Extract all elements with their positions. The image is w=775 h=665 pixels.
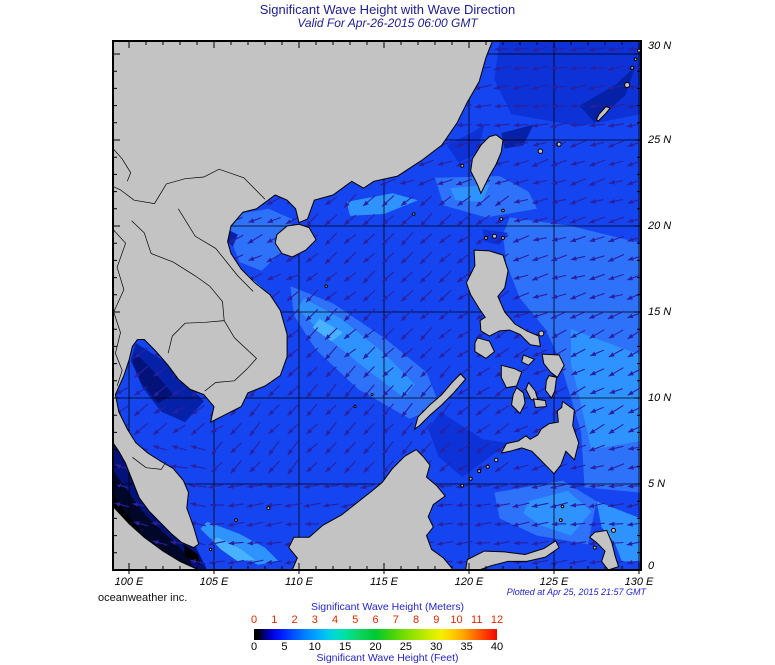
meters-tick-label: 3	[311, 614, 318, 626]
lat-tick-label: 25 N	[648, 134, 672, 146]
lon-tick-label: 105 E	[199, 576, 229, 588]
feet-tick-label: 25	[399, 641, 412, 653]
lon-tick-label: 115 E	[370, 576, 398, 588]
feet-tick-label: 15	[339, 641, 352, 653]
land-layer	[113, 41, 641, 570]
meters-tick-label: 9	[433, 614, 440, 626]
map-title: Significant Wave Height with Wave Direct…	[259, 2, 516, 17]
colorbar-title-meters: Significant Wave Height (Meters)	[310, 601, 465, 613]
meters-tick-label: 12	[490, 614, 504, 626]
lat-tick-label: 10 N	[648, 392, 672, 404]
feet-tick-label: 0	[250, 641, 258, 653]
feet-tick-label: 40	[490, 641, 504, 653]
meters-tick-label: 11	[471, 614, 483, 626]
meters-tick-label: 10	[450, 614, 463, 626]
colorbar-title-feet: Significant Wave Height (Feet)	[316, 652, 459, 664]
feet-tick-label: 5	[281, 641, 288, 653]
meters-tick-label: 1	[271, 614, 278, 626]
meters-tick-label: 7	[392, 614, 399, 626]
feet-tick-label: 35	[460, 641, 473, 653]
meters-tick-label: 0	[250, 614, 258, 626]
colorbar-gradient	[254, 629, 497, 640]
map-frame	[112, 40, 642, 574]
lon-tick-label: 100 E	[114, 576, 144, 588]
feet-tick-label: 20	[369, 641, 382, 653]
feet-tick-label: 30	[430, 641, 443, 653]
lat-tick-label: 0	[648, 560, 655, 572]
lon-tick-label: 120 E	[454, 576, 484, 588]
meters-tick-label: 4	[331, 614, 339, 626]
credit-text: oceanweather inc.	[98, 592, 188, 604]
lon-tick-label: 125 E	[539, 576, 569, 588]
plotted-timestamp: Plotted at Apr 25, 2015 21:57 GMT	[506, 587, 646, 597]
meters-tick-label: 2	[291, 614, 298, 626]
lat-tick-label: 20 N	[648, 220, 672, 232]
lat-tick-label: 30 N	[648, 40, 672, 52]
lon-tick-label: 110 E	[285, 576, 313, 588]
meters-tick-label: 5	[352, 614, 359, 626]
map-subtitle: Valid For Apr-26-2015 06:00 GMT	[297, 16, 478, 30]
lon-tick-label: 130 E	[624, 576, 654, 588]
meters-tick-label: 6	[372, 614, 379, 626]
feet-tick-label: 10	[308, 641, 321, 653]
lat-tick-label: 5 N	[648, 478, 666, 490]
meters-tick-label: 8	[412, 614, 420, 626]
lat-tick-label: 15 N	[648, 306, 672, 318]
